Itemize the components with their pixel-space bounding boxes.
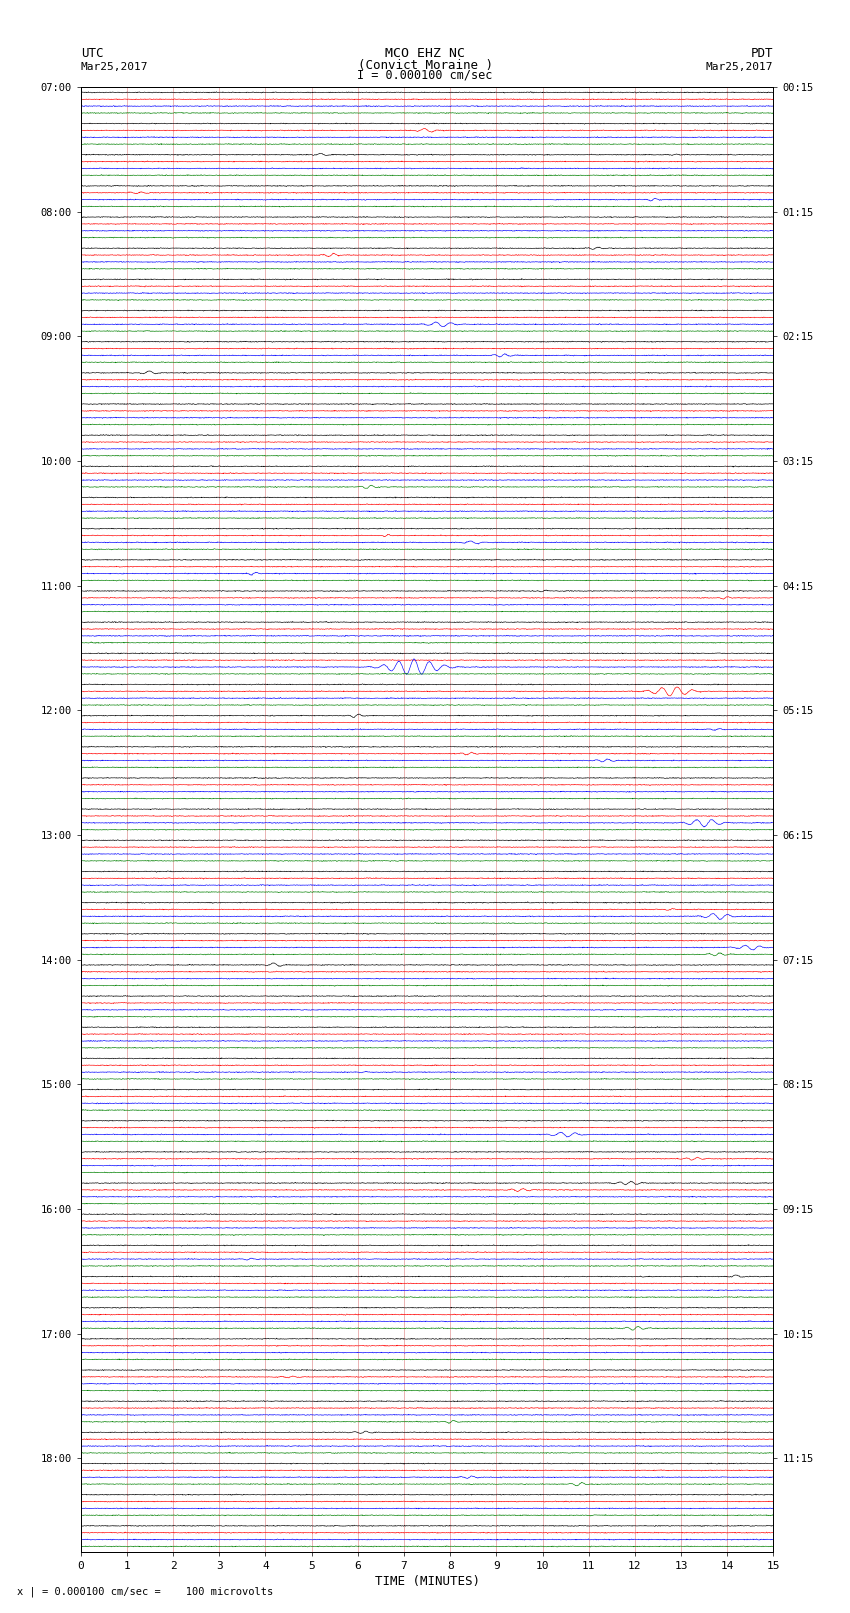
Text: (Convict Moraine ): (Convict Moraine ) — [358, 58, 492, 71]
Text: PDT: PDT — [751, 47, 774, 60]
Text: Mar25,2017: Mar25,2017 — [81, 61, 148, 71]
Text: I = 0.000100 cm/sec: I = 0.000100 cm/sec — [357, 68, 493, 82]
X-axis label: TIME (MINUTES): TIME (MINUTES) — [375, 1574, 479, 1587]
Text: Mar25,2017: Mar25,2017 — [706, 61, 774, 71]
Text: MCO EHZ NC: MCO EHZ NC — [385, 47, 465, 60]
Text: UTC: UTC — [81, 47, 103, 60]
Text: x | = 0.000100 cm/sec =    100 microvolts: x | = 0.000100 cm/sec = 100 microvolts — [17, 1586, 273, 1597]
